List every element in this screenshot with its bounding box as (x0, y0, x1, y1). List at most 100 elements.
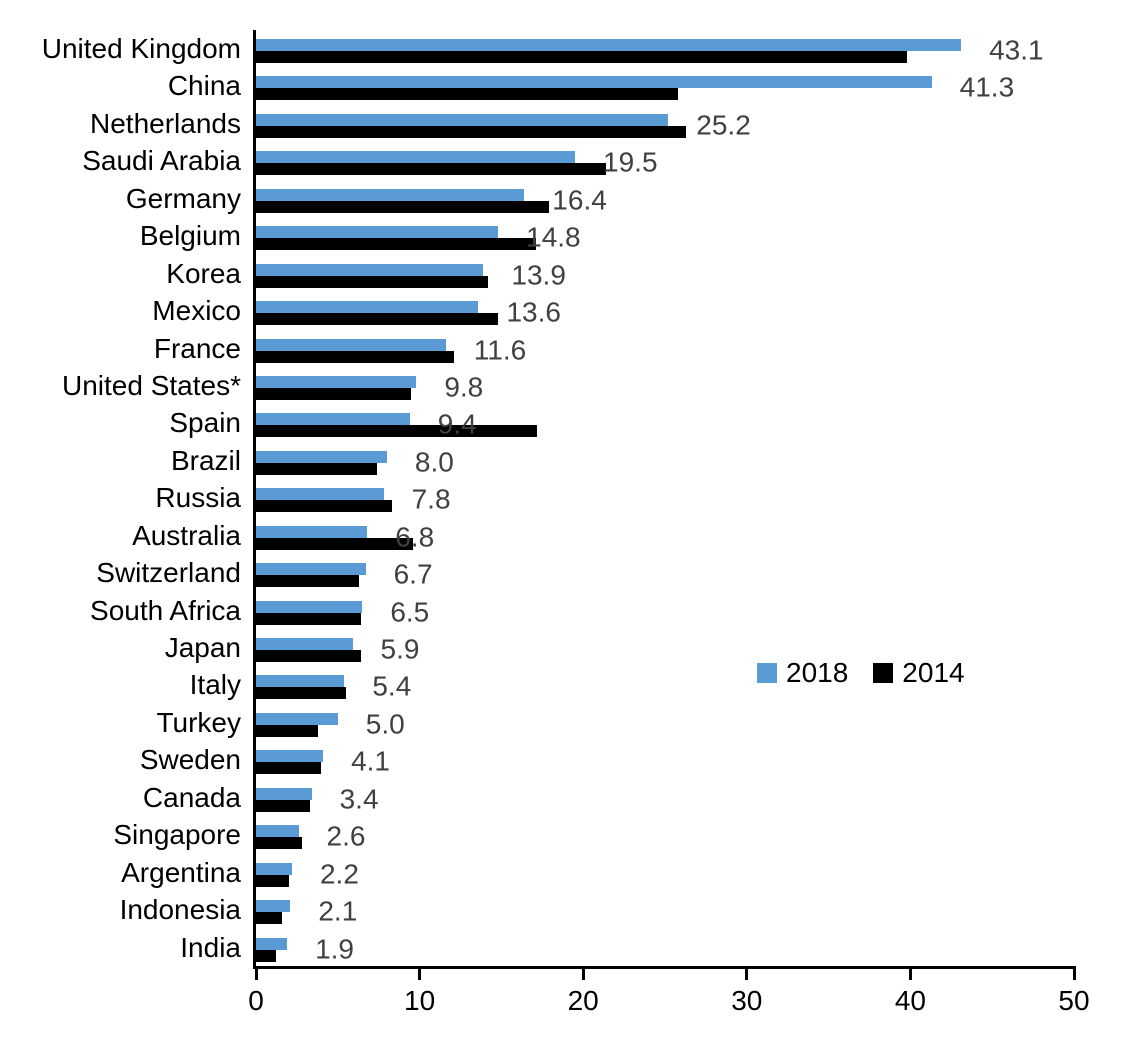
bar-2018 (256, 525, 368, 538)
bar-row: 5.4 (256, 666, 1074, 703)
bar-row: 9.8 (256, 367, 1074, 404)
value-label: 2.1 (318, 895, 358, 927)
bar-row: 3.4 (256, 779, 1074, 816)
category-label: Spain (169, 407, 241, 439)
category-label: Turkey (156, 706, 241, 738)
bar-row: 43.1 (256, 30, 1074, 67)
x-axis-tick-label: 20 (567, 985, 599, 1016)
legend-label: 2014 (902, 657, 965, 688)
category-label: Russia (155, 482, 241, 514)
bar-2014 (256, 88, 679, 101)
x-axis-tick (581, 966, 585, 980)
value-label: 43.1 (989, 34, 1044, 66)
category-label: Canada (142, 781, 241, 813)
category-label: Saudi Arabia (82, 145, 241, 177)
bar-2018 (256, 600, 363, 613)
category-label: Korea (166, 257, 241, 289)
value-label: 3.4 (339, 783, 379, 815)
value-label: 13.6 (506, 296, 561, 328)
bar-2014 (256, 650, 361, 663)
bar-row: 7.8 (256, 479, 1074, 516)
category-label: Indonesia (119, 894, 241, 926)
x-axis-tick (908, 966, 912, 980)
bar-row: 8.0 (256, 442, 1074, 479)
bar-2014 (256, 163, 607, 176)
bar-2018 (256, 488, 384, 501)
bar-row: 2.2 (256, 854, 1074, 891)
bar-2014 (256, 125, 687, 138)
bar-row: 13.6 (256, 292, 1074, 329)
bar-2014 (256, 837, 302, 850)
bar-2018 (256, 937, 288, 950)
bar-row: 9.4 (256, 404, 1074, 441)
legend: 2018 2014 (757, 659, 965, 687)
category-label: South Africa (90, 594, 241, 626)
bar-2014 (256, 387, 412, 400)
bar-2014 (256, 612, 361, 625)
bar-2014 (256, 575, 360, 588)
x-axis-tick-label: 30 (731, 985, 763, 1016)
value-label: 5.0 (365, 708, 405, 740)
bar-row: 5.9 (256, 629, 1074, 666)
bar-row: 6.8 (256, 517, 1074, 554)
bar-2014 (256, 238, 536, 251)
value-label: 16.4 (552, 184, 607, 216)
bar-row: 11.6 (256, 330, 1074, 367)
value-label: 19.5 (603, 146, 658, 178)
bar-2014 (256, 799, 310, 812)
bar-row: 6.5 (256, 592, 1074, 629)
bar-2018 (256, 113, 669, 126)
value-label: 6.5 (390, 595, 430, 627)
bar-2014 (256, 912, 283, 925)
bar-row: 1.9 (256, 929, 1074, 966)
value-label: 2.2 (319, 858, 359, 890)
category-label: Netherlands (90, 107, 241, 139)
bar-2018 (256, 151, 576, 164)
legend-swatch-icon (873, 663, 894, 683)
value-label: 8.0 (414, 446, 454, 478)
legend-label: 2018 (786, 657, 849, 688)
bar-2018 (256, 76, 932, 89)
bar-row: 14.8 (256, 217, 1074, 254)
value-label: 25.2 (696, 109, 751, 141)
bar-2018 (256, 862, 292, 875)
bar-2018 (256, 750, 324, 763)
plot-area: 43.1 41.3 25.2 19.5 16.4 14.8 13.9 13.6 11.6 9.8 9… (248, 30, 1090, 1016)
value-label: 9.8 (444, 371, 484, 403)
x-axis-tick (418, 966, 422, 980)
value-label: 2.6 (326, 820, 366, 852)
bar-row: 16.4 (256, 180, 1074, 217)
value-label: 4.1 (351, 745, 390, 777)
x-axis-tick-label: 50 (1058, 985, 1090, 1016)
bar-2018 (256, 675, 345, 688)
bar-2014 (256, 462, 378, 475)
bar-row: 19.5 (256, 142, 1074, 179)
bar-2018 (256, 301, 479, 314)
value-label: 11.6 (473, 333, 527, 365)
category-label: Singapore (113, 819, 241, 851)
value-label: 5.9 (380, 633, 420, 665)
value-label: 9.4 (437, 408, 477, 440)
x-axis-tick-label: 40 (894, 985, 926, 1016)
category-label: Mexico (152, 295, 241, 327)
category-label: Japan (164, 632, 241, 664)
legend-swatch-icon (757, 663, 777, 683)
bar-2014 (256, 425, 538, 438)
bar-2018 (256, 413, 410, 426)
bar-2018 (256, 712, 338, 725)
bar-2014 (256, 200, 549, 213)
bar-2018 (256, 226, 499, 239)
bar-row: 4.1 (256, 741, 1074, 778)
category-label: Sweden (139, 744, 241, 776)
bar-row: 5.0 (256, 704, 1074, 741)
bar-2014 (256, 313, 499, 326)
legend-entry-2018: 2018 (757, 659, 848, 687)
bar-2018 (256, 375, 417, 388)
bar-2018 (256, 188, 525, 201)
category-label: Germany (125, 182, 241, 214)
bar-row: 2.6 (256, 816, 1074, 853)
bar-row: 41.3 (256, 67, 1074, 104)
category-label: France (153, 332, 241, 364)
legend-entry-2014: 2014 (873, 657, 965, 688)
